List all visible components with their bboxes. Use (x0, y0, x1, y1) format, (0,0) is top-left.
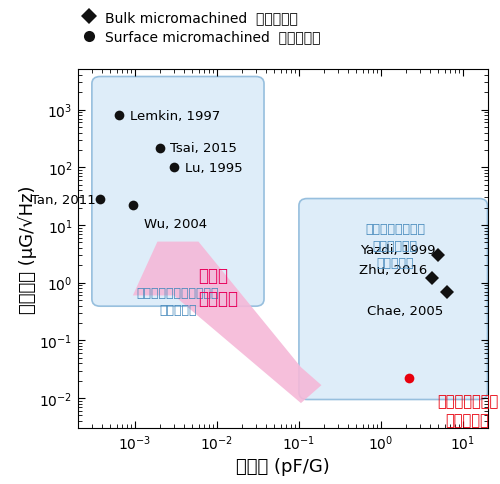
Text: Tan, 2011: Tan, 2011 (30, 193, 96, 206)
Text: Wu, 2004: Wu, 2004 (144, 217, 207, 230)
Polygon shape (133, 242, 322, 403)
X-axis label: 灵敏度 (pF/G): 灵敏度 (pF/G) (236, 457, 330, 475)
Text: Tsai, 2015: Tsai, 2015 (170, 142, 237, 155)
Text: 低噪声、高灵敏度
加速度传感器
（尺寸大）: 低噪声、高灵敏度 加速度传感器 （尺寸大） (365, 223, 425, 269)
Text: Lu, 1995: Lu, 1995 (184, 162, 242, 174)
Text: Zhu, 2016: Zhu, 2016 (359, 263, 428, 276)
Y-axis label: 布朗噪声 (μG/√Hz): 布朗噪声 (μG/√Hz) (18, 185, 36, 313)
Legend: Bulk micromachined  （尺寸大）, Surface micromachined  （尺寸小）: Bulk micromachined （尺寸大）, Surface microm… (80, 11, 321, 45)
Text: Chae, 2005: Chae, 2005 (367, 305, 444, 318)
FancyBboxPatch shape (299, 199, 488, 400)
Text: Lemkin, 1997: Lemkin, 1997 (130, 109, 220, 122)
FancyBboxPatch shape (92, 77, 264, 306)
Text: 低噪声
高灵敏度: 低噪声 高灵敏度 (198, 267, 238, 307)
Text: 此次的研究成果
（尺寸小）: 此次的研究成果 （尺寸小） (437, 393, 498, 427)
Text: 市售水平的加速度传感器
（尺寸小）: 市售水平的加速度传感器 （尺寸小） (136, 287, 219, 317)
Text: Yazdi, 1999: Yazdi, 1999 (360, 243, 435, 256)
